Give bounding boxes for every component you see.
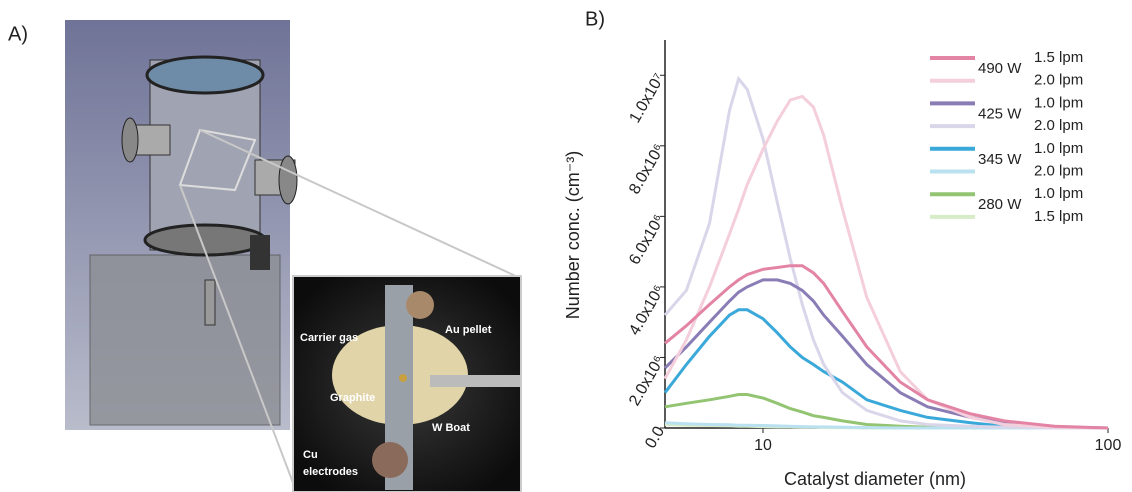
x-tick-label: 100 xyxy=(1095,437,1122,454)
legend-label: 2.0 lpm xyxy=(1034,117,1083,134)
x-tick-label: 10 xyxy=(754,437,772,454)
cad-render xyxy=(65,20,521,489)
legend-label: 2.0 lpm xyxy=(1034,162,1083,179)
annotation: electrodes xyxy=(303,466,358,478)
series-line xyxy=(664,264,1109,430)
legend-label: 2.0 lpm xyxy=(1034,72,1083,89)
series-line xyxy=(663,75,1108,430)
legend-label: 1.0 lpm xyxy=(1034,140,1083,157)
annotation: W Boat xyxy=(432,422,470,434)
legend-group: 345 W xyxy=(978,151,1022,168)
photo-annotations: Carrier gas Au pellet Graphite W Boat Cu… xyxy=(300,324,492,478)
legend-group: 280 W xyxy=(978,196,1022,213)
panel-label: B) xyxy=(585,8,605,30)
annotation: Graphite xyxy=(330,392,375,404)
legend-group: 490 W xyxy=(978,60,1022,77)
legend-group: 425 W xyxy=(978,105,1022,122)
y-axis-title: Number conc. (cm⁻³) xyxy=(563,151,583,320)
annotation: Au pellet xyxy=(445,324,492,336)
series-line xyxy=(663,94,1109,430)
panel-label: A) xyxy=(8,23,28,45)
photo-inset xyxy=(292,275,522,492)
series-line xyxy=(664,421,1108,430)
y-tick-label: 2.0x10⁶ xyxy=(626,353,668,409)
y-tick-label: 1.0x10⁷ xyxy=(626,71,668,126)
legend-box xyxy=(925,45,1105,227)
y-tick-label: 8.0x10⁶ xyxy=(626,141,668,197)
y-tick-label: 4.0x10⁶ xyxy=(626,283,668,339)
legend-label: 1.0 lpm xyxy=(1034,185,1083,202)
legend-label: 1.0 lpm xyxy=(1034,94,1083,111)
annotation: Carrier gas xyxy=(300,332,358,344)
series-line xyxy=(664,393,1108,430)
legend-label: 1.5 lpm xyxy=(1034,49,1083,66)
y-tick-label: 6.0x10⁶ xyxy=(626,212,668,268)
x-axis-title: Catalyst diameter (nm) xyxy=(784,469,966,489)
annotation: Cu xyxy=(303,449,318,461)
legend-label: 1.5 lpm xyxy=(1034,208,1083,225)
series-line xyxy=(663,308,1109,430)
